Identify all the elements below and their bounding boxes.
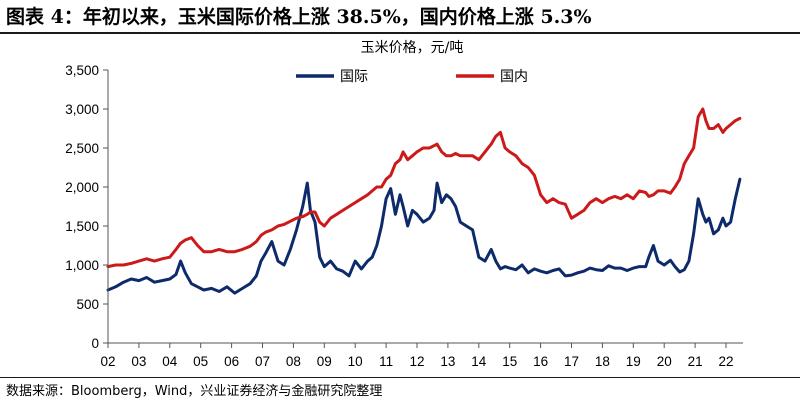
y-tick-label: 0 bbox=[91, 336, 99, 351]
series-line-international bbox=[106, 177, 742, 295]
plot-area bbox=[106, 107, 742, 295]
legend-label: 国内 bbox=[500, 69, 528, 85]
y-tick-label: 500 bbox=[76, 297, 99, 312]
chart-title: 玉米价格，元/吨 bbox=[361, 40, 464, 56]
x-tick-label: 14 bbox=[471, 354, 487, 369]
figure-title: 图表 4：年初以来，玉米国际价格上涨 38.5%，国内价格上涨 5.3% bbox=[6, 6, 592, 28]
x-tick-label: 04 bbox=[162, 354, 178, 369]
y-tick-label: 1,000 bbox=[65, 258, 99, 273]
legend: 国际 国内 bbox=[296, 69, 528, 85]
x-tick-label: 02 bbox=[100, 354, 115, 369]
title-rule bbox=[0, 32, 800, 34]
x-tick-label: 16 bbox=[533, 354, 548, 369]
y-tick-label: 3,000 bbox=[65, 102, 99, 117]
x-tick-label: 18 bbox=[595, 354, 610, 369]
x-tick-label: 03 bbox=[131, 354, 146, 369]
x-tick-label: 19 bbox=[626, 354, 641, 369]
x-axis: 02 03 04 05 06 07 08 09 10 11 12 13 14 15 16 17 18 19 20 21… bbox=[100, 342, 743, 369]
x-tick-label: 10 bbox=[348, 354, 363, 369]
x-tick-label: 07 bbox=[255, 354, 270, 369]
x-tick-label: 13 bbox=[440, 354, 455, 369]
y-tick-label: 3,500 bbox=[65, 63, 99, 78]
legend-label: 国际 bbox=[340, 69, 368, 85]
x-tick-label: 08 bbox=[286, 354, 301, 369]
x-tick-label: 06 bbox=[224, 354, 239, 369]
y-tick-label: 1,500 bbox=[65, 219, 99, 234]
x-tick-label: 20 bbox=[657, 354, 672, 369]
series-line-domestic bbox=[106, 107, 742, 269]
source-note: 数据来源：Bloomberg，Wind，兴业证券经济与金融研究院整理 bbox=[6, 384, 383, 399]
y-axis: 0 500 1,000 1,500 2,000 2,500 3,000 3,500 bbox=[65, 63, 109, 351]
price-line-chart: 玉米价格，元/吨 国际 国内 0 500 1,000 1,500 2,000 2,500 3,… bbox=[65, 40, 743, 369]
x-tick-label: 09 bbox=[317, 354, 332, 369]
x-tick-label: 11 bbox=[379, 354, 393, 369]
x-tick-label: 17 bbox=[564, 354, 579, 369]
y-tick-label: 2,500 bbox=[65, 141, 99, 156]
x-tick-label: 22 bbox=[718, 354, 733, 369]
x-tick-label: 15 bbox=[502, 354, 517, 369]
x-tick-label: 05 bbox=[193, 354, 208, 369]
source-rule bbox=[0, 377, 800, 378]
x-tick-label: 21 bbox=[688, 354, 703, 369]
x-tick-label: 12 bbox=[409, 354, 424, 369]
y-tick-label: 2,000 bbox=[65, 180, 99, 195]
